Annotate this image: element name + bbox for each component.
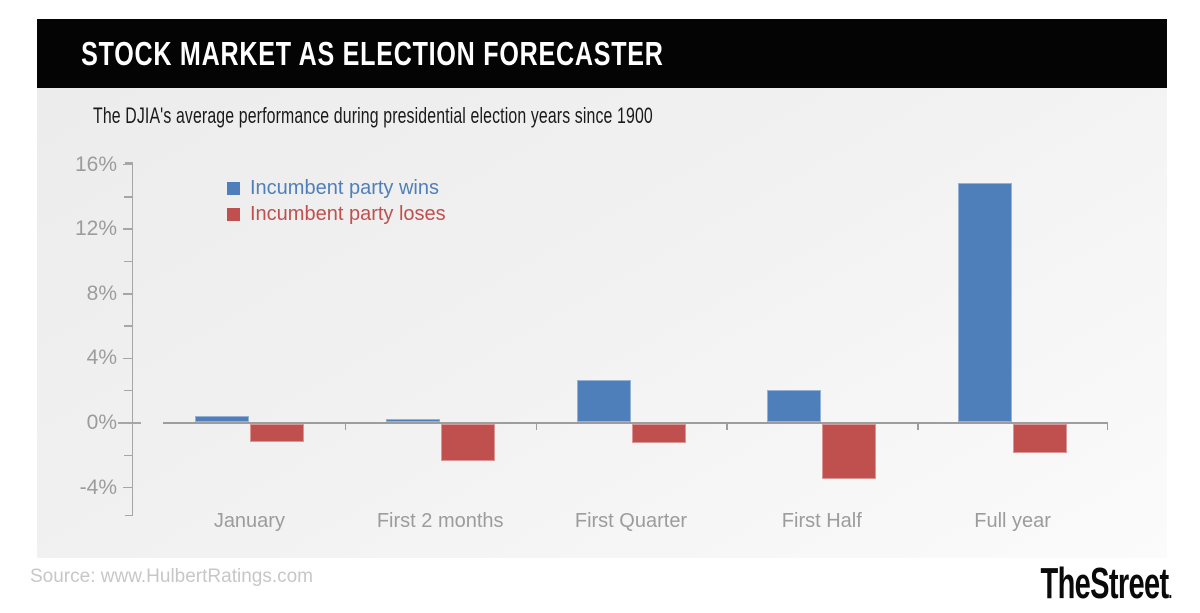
y-axis-label: 0% [86,411,117,434]
x-axis-end-cap [1106,423,1108,430]
legend-item-wins: Incumbent party wins [227,175,446,201]
y-axis-minor-tick [124,389,133,392]
bar-wins-full-year [958,182,1013,422]
legend-item-loses: Incumbent party loses [227,201,446,227]
x-axis-label: First Half [781,510,862,532]
bar-wins-january [195,415,249,422]
y-axis-tick [123,293,133,295]
bar-wins-first-quarter [576,380,631,422]
x-axis-label: January [213,510,285,532]
source-credit: Source: www.HulbertRatings.com [30,566,313,587]
bar-loses-first-half [822,423,877,479]
thestreet-logo-dot: . [1168,581,1173,603]
page-title: STOCK MARKET AS ELECTION FORECASTER [81,34,664,72]
x-axis-tick [917,423,919,430]
y-axis-minor-tick [124,196,133,198]
bar-loses-first-quarter [631,423,686,444]
x-axis-line [163,422,1108,424]
y-axis-tick [123,228,133,230]
thestreet-logo: TheStreet. [1040,559,1173,609]
y-axis-cap-top [125,162,133,164]
bar-loses-january [250,423,304,442]
header-bar: STOCK MARKET AS ELECTION FORECASTER [37,19,1167,88]
x-axis-tick [344,423,347,430]
y-axis-line [131,162,133,516]
y-axis-label: 12% [74,217,117,241]
bar-loses-first-2-months [440,423,495,461]
x-axis-label: First Quarter [574,510,688,532]
y-axis-zero-tick [118,422,141,424]
bar-wins-first-2-months [385,418,440,422]
y-axis-label: 8% [86,281,117,305]
legend-swatch-loses-icon [227,207,240,221]
y-axis-cap-bottom [125,514,133,516]
x-axis-label: First 2 months [376,510,504,532]
y-axis-tick [123,357,133,360]
bar-loses-full-year [1013,423,1068,453]
chart-subtitle: The DJIA's average performance during pr… [93,103,653,128]
y-axis-label: -4% [79,475,117,499]
bar-wins-first-half [767,389,822,422]
x-axis-label: Full year [974,510,1051,532]
y-axis-label: 16% [74,152,117,176]
legend-label-wins: Incumbent party wins [250,176,439,199]
y-axis-tick [123,163,133,166]
thestreet-logo-text: TheStreet [1040,559,1170,608]
x-axis-tick [726,423,728,430]
chart-legend: Incumbent party wins Incumbent party los… [227,175,446,227]
y-axis-minor-tick [124,454,133,457]
x-axis-tick [535,423,538,430]
y-axis-minor-tick [124,260,133,263]
y-axis-tick [123,486,133,489]
y-axis-minor-tick [124,325,133,327]
legend-swatch-wins-icon [227,181,240,195]
legend-label-loses: Incumbent party loses [250,202,446,225]
y-axis-label: 4% [86,346,117,370]
